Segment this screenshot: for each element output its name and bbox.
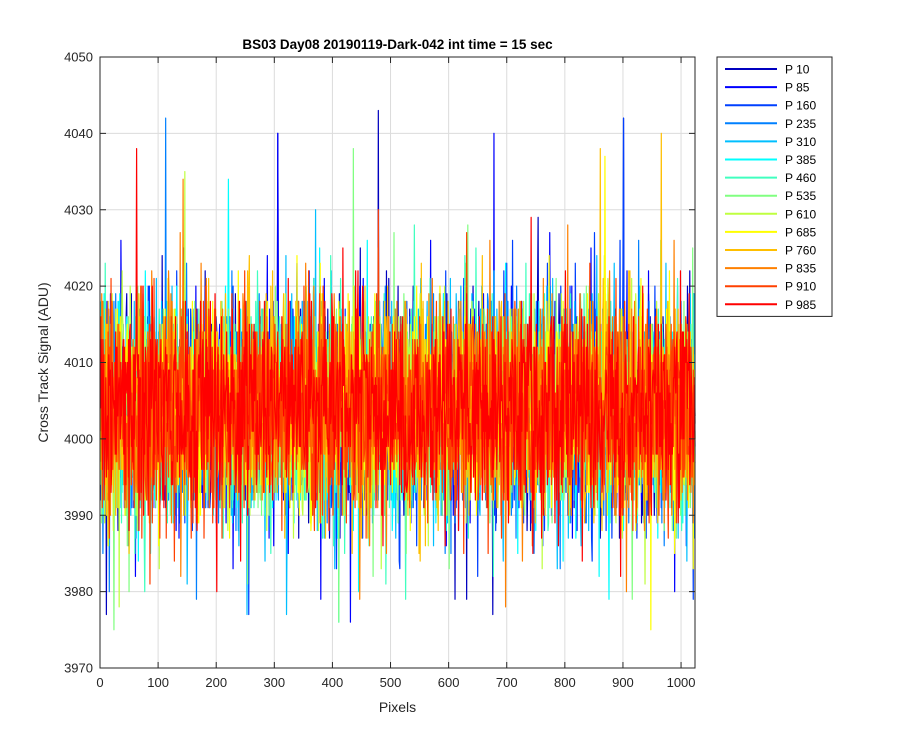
- y-tick-label: 3970: [64, 661, 93, 676]
- legend: P 10 P 85 P 160 P 235 P 310 P 385 P 460 P 535 P …: [716, 56, 833, 317]
- y-tick-label: 4040: [64, 126, 93, 141]
- legend-entry: P 610: [785, 207, 816, 221]
- x-tick-label: 0: [96, 675, 103, 690]
- legend-entry: P 460: [785, 171, 816, 185]
- y-tick-label: 4000: [64, 431, 93, 446]
- x-tick-label: 800: [554, 675, 576, 690]
- y-tick-label: 4020: [64, 279, 93, 294]
- legend-entry: P 760: [785, 244, 816, 258]
- y-tick-label: 4030: [64, 202, 93, 217]
- legend-entry: P 685: [785, 225, 816, 239]
- legend-entry: P 235: [785, 117, 816, 131]
- legend-entry: P 985: [785, 298, 816, 312]
- x-tick-label: 200: [205, 675, 227, 690]
- legend-entry: P 160: [785, 99, 816, 113]
- legend-entry: P 535: [785, 189, 816, 203]
- legend-entry: P 310: [785, 135, 816, 149]
- x-tick-label: 100: [147, 675, 169, 690]
- x-tick-label: 1000: [667, 675, 696, 690]
- x-tick-label: 600: [438, 675, 460, 690]
- x-axis-label: Pixels: [379, 699, 416, 715]
- x-tick-label: 400: [322, 675, 344, 690]
- series-line-p985: [99, 148, 696, 593]
- legend-entry: P 835: [785, 262, 816, 276]
- legend-entry: P 385: [785, 153, 816, 167]
- y-tick-label: 3990: [64, 508, 93, 523]
- y-axis-label: Cross Track Signal (ADU): [35, 282, 51, 442]
- legend-entry: P 85: [785, 81, 810, 95]
- y-tick-label: 4050: [64, 50, 93, 65]
- x-tick-label: 700: [496, 675, 518, 690]
- y-tick-label: 3980: [64, 584, 93, 599]
- series-layer: [99, 109, 696, 631]
- plot-area: 0 100 200 300 400 500 600 700 800 900 1000 3970 3980…: [64, 50, 696, 691]
- y-tick-label: 4010: [64, 355, 93, 370]
- x-tick-label: 300: [263, 675, 285, 690]
- x-tick-label: 500: [380, 675, 402, 690]
- ticks: 0 100 200 300 400 500 600 700 800 900 1000 3970 3980…: [64, 50, 695, 691]
- x-tick-label: 900: [612, 675, 634, 690]
- legend-box: [716, 56, 833, 317]
- legend-entry: P 10: [785, 63, 810, 77]
- legend-entry: P 910: [785, 280, 816, 294]
- chart-title: BS03 Day08 20190119-Dark-042 int time = …: [242, 37, 553, 52]
